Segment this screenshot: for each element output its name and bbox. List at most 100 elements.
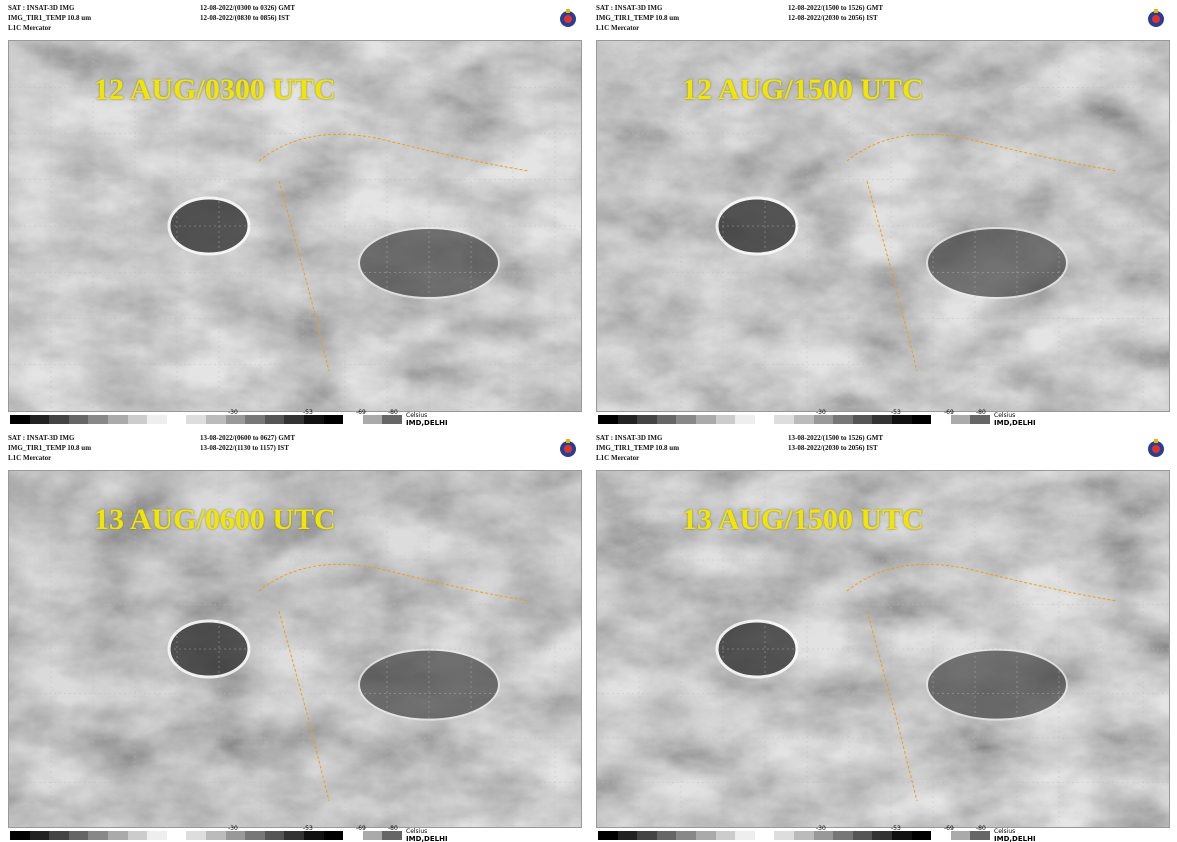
header-sat: SAT : INSAT-3D IMG (8, 434, 74, 442)
colorbar-step (88, 415, 108, 424)
colorbar-step (128, 831, 148, 840)
colorbar-step (794, 415, 814, 424)
colorbar-scale (598, 415, 990, 424)
colorbar-step (657, 415, 677, 424)
colorbar-scale (598, 831, 990, 840)
credit: IMD,DELHI (406, 835, 448, 842)
colorbar-tick: -69 (356, 409, 366, 416)
colorbar-tick: -30 (228, 409, 238, 416)
colorbar-step (814, 415, 834, 424)
colorbar-step (833, 831, 853, 840)
colorbar-step (382, 831, 402, 840)
colorbar-step (186, 415, 206, 424)
colorbar-step (970, 415, 990, 424)
colorbar-step (637, 831, 657, 840)
header-time-gmt: 12-08-2022/(0300 to 0326) GMT (200, 4, 295, 12)
colorbar-step (10, 831, 30, 840)
colorbar-step (618, 415, 638, 424)
colorbar-step (226, 831, 246, 840)
header-projection: L1C Mercator (596, 24, 639, 32)
colorbar-step (363, 415, 383, 424)
colorbar-tick: -80 (388, 409, 398, 416)
colorbar-step (265, 415, 285, 424)
colorbar-tick: -53 (891, 825, 901, 832)
colorbar-step (186, 831, 206, 840)
header-projection: L1C Mercator (8, 454, 51, 462)
colorbar-step (872, 831, 892, 840)
colorbar-step (245, 831, 265, 840)
satellite-image: 12 AUG/1500 UTC (596, 40, 1170, 412)
colorbar-step (108, 831, 128, 840)
colorbar-step (892, 415, 912, 424)
colorbar-step (245, 415, 265, 424)
satellite-panel: SAT : INSAT-3D IMGIMG_TIR1_TEMP 10.8 umL… (588, 430, 1172, 842)
colorbar-step (696, 415, 716, 424)
colorbar-step (284, 415, 304, 424)
colorbar-step (343, 415, 363, 424)
time-label: 12 AUG/1500 UTC (682, 73, 924, 107)
colorbar-step (931, 415, 951, 424)
colorbar-tick: -30 (816, 825, 826, 832)
colorbar-step (284, 831, 304, 840)
colorbar-tick: -69 (944, 825, 954, 832)
header-sat: SAT : INSAT-3D IMG (596, 434, 662, 442)
panel-header: SAT : INSAT-3D IMGIMG_TIR1_TEMP 10.8 umL… (588, 0, 1172, 40)
header-product: IMG_TIR1_TEMP 10.8 um (8, 444, 91, 452)
colorbar-step (598, 831, 618, 840)
colorbar-tick: -80 (976, 409, 986, 416)
colorbar-tick: -80 (388, 825, 398, 832)
colorbar-tick: -69 (356, 825, 366, 832)
imd-logo (1146, 438, 1166, 460)
header-time-ist: 13-08-2022/(1130 to 1157) IST (200, 444, 289, 452)
panel-header: SAT : INSAT-3D IMG IMG_TIR1_TEMP 10.8 um L… (0, 430, 584, 470)
colorbar-step (49, 831, 69, 840)
colorbar-step (128, 415, 148, 424)
colorbar-step (696, 831, 716, 840)
colorbar-step (343, 831, 363, 840)
colorbar-step (637, 415, 657, 424)
colorbar-step (814, 831, 834, 840)
colorbar-step (382, 415, 402, 424)
time-label: 12 AUG/0300 UTC (94, 73, 336, 107)
colorbar-step (657, 831, 677, 840)
satellite-image: 13 AUG/1500 UTC (596, 470, 1170, 828)
colorbar: -30-53-69-809-41-63-75CelsiusIMD,DELHI (596, 828, 1172, 842)
colorbar-unit: Celsius (994, 412, 1015, 419)
colorbar-tick: -53 (303, 409, 313, 416)
colorbar-step (676, 831, 696, 840)
imd-logo (1146, 8, 1166, 30)
colorbar-step (833, 415, 853, 424)
credit: IMD,DELHI (406, 419, 448, 427)
header-time-ist: 12-08-2022/(0830 to 0856) IST (200, 14, 290, 22)
colorbar-step (30, 415, 50, 424)
colorbar-step (735, 831, 755, 840)
colorbar-step (755, 415, 775, 424)
colorbar-unit: Celsius (994, 828, 1015, 835)
colorbar-step (735, 415, 755, 424)
header-projection: L1C Mercator (596, 454, 639, 462)
colorbar-step (69, 415, 89, 424)
satellite-panel: SAT : INSAT-3D IMGIMG_TIR1_TEMP 10.8 umL… (588, 0, 1172, 434)
header-time-gmt: 12-08-2022/(1500 to 1526) GMT (788, 4, 883, 12)
credit: IMD,DELHI (994, 419, 1036, 427)
time-label: 13 AUG/1500 UTC (682, 503, 924, 537)
colorbar-step (716, 831, 736, 840)
colorbar-step (10, 415, 30, 424)
satellite-image: 12 AUG/0300 UTC (8, 40, 582, 412)
colorbar-step (304, 831, 324, 840)
header-time-gmt: 13-08-2022/(0600 to 0627) GMT (200, 434, 295, 442)
colorbar-step (167, 831, 187, 840)
colorbar-step (363, 831, 383, 840)
colorbar-step (206, 415, 226, 424)
header-sat: SAT : INSAT-3D IMG (8, 4, 74, 12)
credit: IMD,DELHI (994, 835, 1036, 842)
colorbar-step (598, 415, 618, 424)
colorbar-step (49, 415, 69, 424)
header-time-ist: 13-08-2022/(2030 to 2056) IST (788, 444, 878, 452)
colorbar-step (970, 831, 990, 840)
colorbar-scale (10, 415, 402, 424)
colorbar-step (108, 415, 128, 424)
colorbar-step (912, 415, 932, 424)
colorbar-tick: -53 (303, 825, 313, 832)
header-sat: SAT : INSAT-3D IMG (596, 4, 662, 12)
